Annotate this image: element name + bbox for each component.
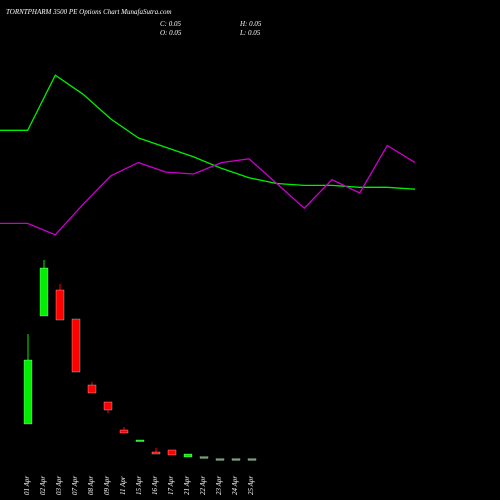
x-tick-label: 03 Apr [55, 476, 63, 495]
x-tick-label: 15 Apr [135, 476, 143, 495]
candle-body [199, 456, 209, 459]
candle-body [151, 451, 161, 455]
x-tick-label: 11 Apr [119, 476, 127, 495]
x-tick-label: 01 Apr [23, 476, 31, 495]
candle-body [71, 318, 81, 373]
candle-body [103, 401, 113, 411]
low-label: L: 0.05 [239, 29, 261, 37]
x-tick-label: 16 Apr [151, 476, 159, 495]
candle-body [55, 289, 65, 321]
x-tick-label: 22 Apr [199, 476, 207, 495]
x-tick-label: 21 Apr [183, 476, 191, 495]
x-tick-label: 17 Apr [167, 476, 175, 495]
x-tick-label: 24 Apr [231, 476, 239, 495]
x-tick-label: 02 Apr [39, 476, 47, 495]
candle-body [87, 384, 97, 394]
open-label: O: 0.05 [160, 29, 182, 37]
high-label: H: 0.05 [239, 20, 262, 28]
x-tick-label: 07 Apr [71, 476, 79, 495]
x-tick-label: 08 Apr [87, 476, 95, 495]
candle-body [119, 429, 129, 434]
candle-body [183, 453, 193, 458]
candle-body [135, 439, 145, 442]
candle-body [247, 458, 257, 461]
chart-title: TORNTPHARM 3500 PE Options Chart MunafaS… [6, 8, 172, 16]
x-tick-label: 09 Apr [103, 476, 111, 495]
close-label: C: 0.05 [160, 20, 182, 28]
candle-body [39, 267, 49, 317]
candle-body [167, 449, 177, 456]
candle-body [23, 359, 33, 425]
line-series [0, 144, 416, 236]
x-tick-label: 23 Apr [215, 476, 223, 495]
candle-body [215, 458, 225, 461]
x-tick-label: 25 Apr [247, 476, 255, 495]
candle-body [231, 458, 241, 461]
